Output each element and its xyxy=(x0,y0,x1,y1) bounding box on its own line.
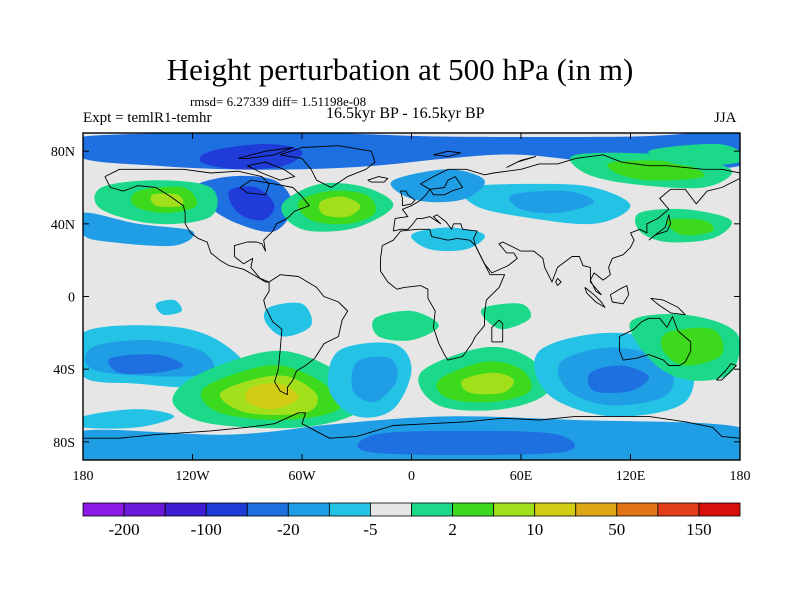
colorbar-swatch xyxy=(493,502,536,517)
y-tick-label: 80S xyxy=(53,436,75,451)
colorbar-label: 150 xyxy=(686,520,712,539)
coastline-novaya-zemlya xyxy=(506,156,537,168)
x-tick-label: 60E xyxy=(510,469,533,484)
colorbar-swatch xyxy=(657,502,700,517)
colorbar-swatch xyxy=(287,502,330,517)
y-tick-label: 80N xyxy=(51,145,75,160)
colorbar-label: -5 xyxy=(363,520,377,539)
colorbar-label: -100 xyxy=(191,520,222,539)
colorbar-swatch xyxy=(205,502,248,517)
colorbar-swatch xyxy=(698,502,741,517)
colorbar: -200 -100 -20 -5 2 10 50 150 xyxy=(82,502,741,539)
field-australia-ridge-core xyxy=(660,327,724,366)
y-tick-label: 40S xyxy=(53,363,75,378)
field-arctic-low-core xyxy=(199,143,303,170)
season-label: JJA xyxy=(714,110,737,126)
coastline-scandinavia-inner xyxy=(429,176,464,196)
field-n-atlantic-cyan xyxy=(411,227,485,252)
coastline-eurasia xyxy=(392,154,740,296)
colorbar-swatch xyxy=(246,502,289,517)
y-tick-label: 0 xyxy=(68,291,75,306)
field-central-asia-low-core xyxy=(509,190,595,214)
period-label: 16.5kyr BP - 16.5kyr BP xyxy=(326,105,485,122)
x-tick-label: 0 xyxy=(408,469,415,484)
coastline-madagascar xyxy=(491,319,504,343)
coastline-sri-lanka xyxy=(555,277,562,286)
field-s-atlantic-trough xyxy=(351,356,398,403)
coastline-new-zealand xyxy=(715,363,737,381)
height-perturbation-field xyxy=(83,133,740,460)
field-tropical-green-patch xyxy=(372,310,439,341)
coastline-greenland xyxy=(279,145,376,188)
x-tick-label: 120W xyxy=(175,469,210,484)
x-tick-label: 60W xyxy=(288,469,316,484)
coastlines xyxy=(83,145,740,439)
field-nw-pacific-ridge-core xyxy=(666,218,714,236)
colorbar-label: 10 xyxy=(526,520,543,539)
map-panel: 180 120W 60W 0 60E 120E 180 80N 40N 0 40S 80S xyxy=(51,132,751,484)
field-south-america-ridge-core xyxy=(245,383,299,410)
x-tick-label: 180 xyxy=(730,469,751,484)
field-small-blue-spot xyxy=(155,299,182,316)
coastline-british-isles xyxy=(400,190,416,207)
coastline-australia xyxy=(619,316,692,366)
coastline-indonesia-sumatra xyxy=(584,287,606,308)
colorbar-label: 2 xyxy=(448,520,457,539)
stats-line: rmsd= 6.27339 diff= 1.51198e-08 xyxy=(190,94,367,109)
coastline-new-guinea xyxy=(650,297,686,316)
coastline-north-america xyxy=(104,168,310,283)
colorbar-swatch xyxy=(534,502,577,517)
colorbar-swatch xyxy=(328,502,371,517)
field-europe-trough xyxy=(390,169,485,203)
field-antarctic-low-core xyxy=(357,430,576,456)
map-axes: 180 120W 60W 0 60E 120E 180 80N 40N 0 40S 80S xyxy=(51,133,751,484)
field-south-indian-low-core xyxy=(587,365,649,394)
colorbar-swatch xyxy=(575,502,618,517)
coastline-svalbard xyxy=(433,150,462,158)
x-tick-label: 120E xyxy=(616,469,646,484)
coastline-iceland xyxy=(367,176,389,183)
colorbar-swatch xyxy=(616,502,659,517)
field-arctic-extra-green xyxy=(648,143,740,167)
experiment-label: Expt = temlR1-temhr xyxy=(83,110,212,126)
field-se-pacific-low xyxy=(108,354,184,375)
colorbar-label: 50 xyxy=(608,520,625,539)
colorbar-swatch xyxy=(452,502,495,517)
colorbar-swatch xyxy=(82,502,125,517)
coastline-south-america xyxy=(263,274,349,396)
field-tropical-cyan-spot xyxy=(264,302,313,337)
colorbar-swatch xyxy=(123,502,166,517)
y-tick-label: 40N xyxy=(51,218,75,233)
coastline-africa xyxy=(380,228,506,361)
x-tick-label: 180 xyxy=(73,469,94,484)
field-atlantic-high-core xyxy=(318,196,361,218)
field-siberia-high xyxy=(607,160,705,181)
colorbar-label: -20 xyxy=(277,520,300,539)
field-southern-pacific-blue xyxy=(83,409,175,429)
field-indian-ridge-core xyxy=(461,372,514,395)
field-pacific-trough xyxy=(83,212,195,247)
coastline-japan xyxy=(648,214,672,241)
coastline-baffin xyxy=(247,161,296,181)
colorbar-swatch xyxy=(164,502,207,517)
colorbar-swatch xyxy=(411,502,453,517)
field-pacific-high-core xyxy=(150,193,184,208)
coastline-antarctica xyxy=(83,412,740,439)
coastline-borneo xyxy=(609,285,630,305)
colorbar-label: -200 xyxy=(109,520,140,539)
map-title: Height perturbation at 500 hPa (in m) xyxy=(166,52,634,87)
colorbar-swatch xyxy=(370,502,412,517)
field-tropical-green-patch-2 xyxy=(480,303,532,330)
coastline-ellesmere xyxy=(237,147,294,159)
